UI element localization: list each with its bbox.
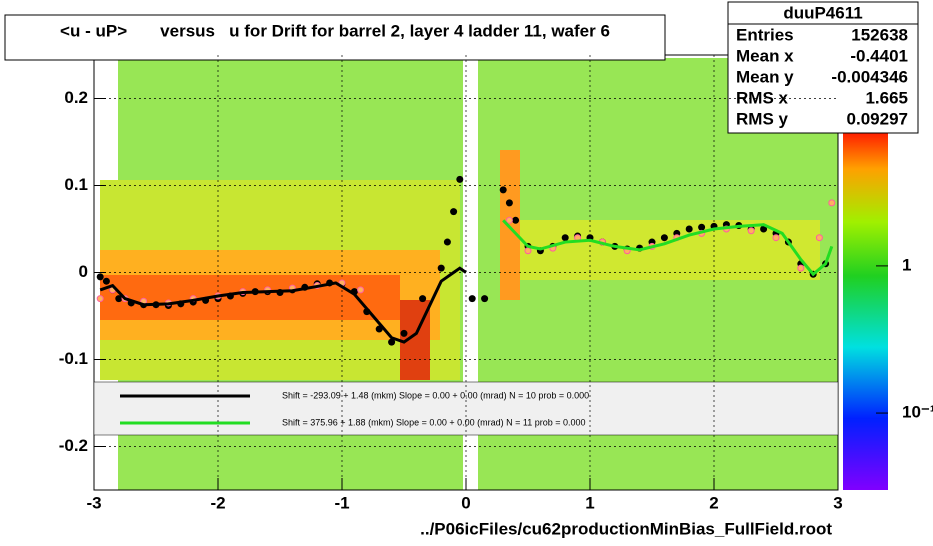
x-tick-label: 0 [461,493,470,512]
profile-point [419,295,427,303]
profile-point [561,234,569,242]
stats-title: duuP4611 [783,3,862,22]
profile-point [505,216,513,224]
profile-point [437,264,445,272]
y-tick-label: 0 [79,262,88,281]
profile-point [456,175,464,183]
profile-point [685,225,693,233]
profile-point [115,295,123,303]
x-tick-label: -2 [210,493,225,512]
stats-value: 0.09297 [847,109,908,128]
stats-value: 1.665 [865,88,908,107]
y-tick-label: 0.1 [64,175,88,194]
x-tick-label: 2 [709,493,718,512]
profile-point [450,208,458,216]
stats-label: Mean y [736,67,794,86]
profile-point [512,216,520,224]
profile-point [468,295,476,303]
stats-label: Mean x [736,46,794,65]
profile-point [96,273,104,281]
profile-point [828,199,836,207]
profile-point [772,234,780,242]
stats-label: RMS y [736,109,789,128]
fit-label: Shift = 375.96 + 1.88 (mkm) Slope = 0.00… [282,417,586,427]
profile-point [760,225,768,233]
x-tick-label: 1 [585,493,594,512]
profile-point [815,234,823,242]
profile-point [660,234,668,242]
profile-point [524,247,532,255]
fit-curve [99,266,467,344]
title-box [4,14,666,61]
profile-point [747,227,755,235]
fit-curve [502,219,834,277]
fit-label: Shift = -293.09 + 1.48 (mkm) Slope = 0.0… [282,390,589,400]
y-tick-label: -0.1 [59,349,88,368]
x-tick-label: -1 [334,493,349,512]
profile-point [96,295,104,303]
profile-point [499,186,507,194]
stats-value: -0.4401 [850,46,908,65]
y-tick-label: 0.2 [64,88,88,107]
color-bar [843,133,888,490]
profile-point [443,238,451,246]
stats-value: -0.004346 [831,67,908,86]
x-tick-label: 3 [833,493,842,512]
profile-point [698,223,706,231]
z-tick-label: 1 [902,255,911,274]
x-axis-label: ../P06icFiles/cu62productionMinBias_Full… [420,519,832,538]
y-tick-label: -0.2 [59,436,88,455]
profile-point [102,277,110,285]
profile-point [400,329,408,337]
stats-label: Entries [736,25,794,44]
z-tick-label: 10⁻¹ [902,403,933,422]
profile-point [388,338,396,346]
x-tick-label: -3 [86,493,101,512]
chart-title: <u - uP> versus u for Drift for barrel 2… [60,21,610,40]
profile-point [481,295,489,303]
stats-value: 152638 [851,25,908,44]
stats-label: RMS x [736,88,789,107]
profile-point [505,199,513,207]
profile-point [797,264,805,272]
profile-point [357,286,365,294]
